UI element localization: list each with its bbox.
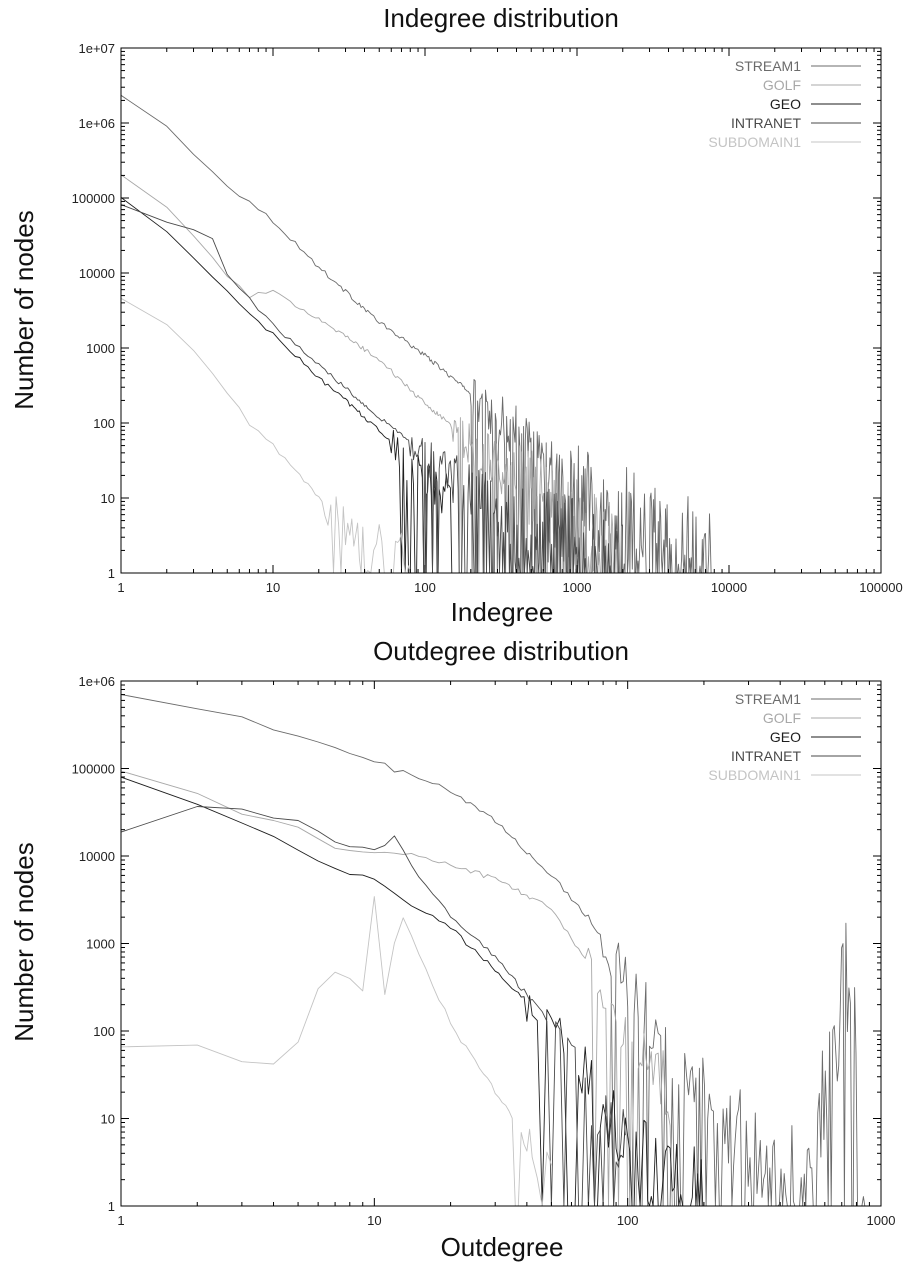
y-axis-label: Number of nodes: [9, 210, 39, 409]
y-tick-label: 10: [101, 491, 115, 506]
series-line-subdomain1: [121, 896, 552, 1206]
legend-label-golf: GOLF: [763, 710, 801, 726]
series-layer: [121, 94, 714, 573]
y-tick-label: 100000: [72, 762, 115, 777]
series-line-geo: [121, 197, 453, 573]
y-tick-label: 100000: [72, 191, 115, 206]
legend-label-subdomain1: SUBDOMAIN1: [708, 134, 801, 150]
series-line-intranet: [121, 204, 623, 573]
series-line-golf: [121, 770, 673, 1206]
chart-title: Indegree distribution: [383, 3, 619, 33]
legend-label-geo: GEO: [770, 96, 801, 112]
x-tick-label: 1000: [867, 1213, 896, 1228]
y-tick-label: 1: [108, 1199, 115, 1214]
y-tick-label: 1e+06: [78, 116, 115, 131]
x-tick-label: 10: [367, 1213, 381, 1228]
outdegree-chart: Outdegree distribution Outdegree Number …: [9, 636, 895, 1262]
y-tick-label: 10000: [79, 849, 115, 864]
series-line-geo: [121, 776, 704, 1206]
series-line-stream1: [121, 694, 869, 1206]
plot-frame: [120, 47, 882, 574]
x-tick-label: 10: [266, 580, 280, 595]
legend-label-stream1: STREAM1: [735, 58, 801, 74]
y-tick-label: 1: [108, 566, 115, 581]
y-tick-label: 100: [93, 416, 115, 431]
y-tick-label: 1e+07: [78, 41, 115, 56]
legend: STREAM1 GOLF GEO INTRANET SUBDOMAIN1: [708, 58, 861, 150]
legend: STREAM1 GOLF GEO INTRANET SUBDOMAIN1: [708, 691, 861, 783]
y-axis-label: Number of nodes: [9, 842, 39, 1041]
legend-label-subdomain1: SUBDOMAIN1: [708, 767, 801, 783]
y-tick-label: 1000: [86, 937, 115, 952]
x-axis-label: Indegree: [451, 597, 554, 627]
y-tick-label: 1e+06: [78, 674, 115, 689]
indegree-chart: Indegree distribution Indegree Number of…: [9, 3, 903, 627]
series-line-subdomain1: [121, 297, 411, 573]
x-tick-label: 1: [117, 580, 124, 595]
x-tick-label: 100: [414, 580, 436, 595]
x-tick-label: 100: [617, 1213, 639, 1228]
tick-layer: 1 10 100 1000 10000 100000 1 10 100 1000 10000 1000…: [72, 41, 903, 595]
y-tick-label: 100: [93, 1024, 115, 1039]
series-line-intranet: [121, 806, 626, 1206]
x-tick-label: 10000: [711, 580, 747, 595]
legend-label-golf: GOLF: [763, 77, 801, 93]
x-tick-label: 1: [117, 1213, 124, 1228]
x-axis-label: Outdegree: [441, 1232, 564, 1262]
legend-label-intranet: INTRANET: [731, 115, 801, 131]
x-tick-label: 1000: [563, 580, 592, 595]
legend-label-intranet: INTRANET: [731, 748, 801, 764]
series-layer: [121, 694, 869, 1206]
chart-title: Outdegree distribution: [373, 636, 629, 666]
series-line-stream1: [121, 94, 714, 573]
y-tick-label: 1000: [86, 341, 115, 356]
legend-label-geo: GEO: [770, 729, 801, 745]
legend-label-stream1: STREAM1: [735, 691, 801, 707]
tick-layer: 1 10 100 1000 1 10 100 1000 10000 100000 1e+06: [72, 674, 896, 1228]
y-tick-label: 10: [101, 1112, 115, 1127]
x-tick-label: 100000: [859, 580, 902, 595]
y-tick-label: 10000: [79, 266, 115, 281]
